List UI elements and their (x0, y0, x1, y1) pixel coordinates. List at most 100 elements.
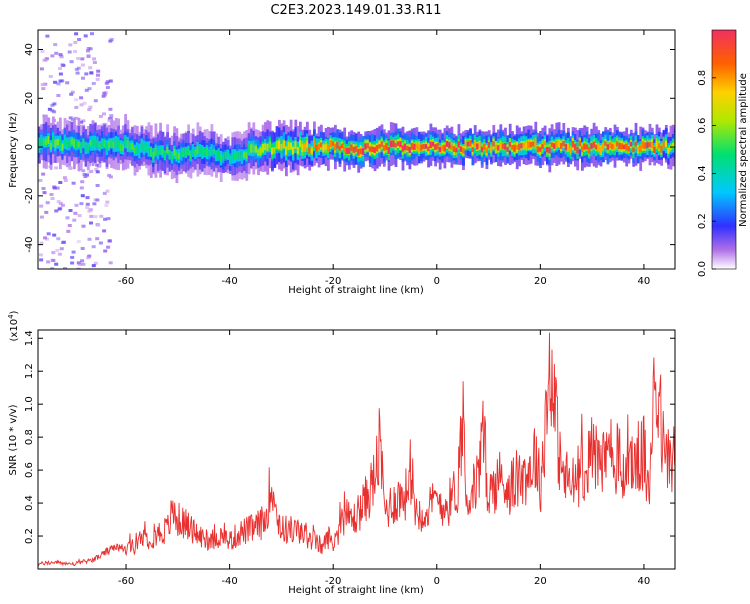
spectrogram-cell (560, 142, 563, 149)
spectrogram-noise-cell (76, 267, 81, 269)
spectrogram-noise-cell (41, 87, 46, 91)
spectrogram-cell (583, 143, 587, 150)
spectrogram-cell (89, 140, 93, 147)
spectrogram-cell (180, 151, 183, 157)
spectrogram-cell (336, 142, 340, 149)
spectrogram-cell (182, 148, 186, 157)
spectrogram-noise-cell (103, 217, 108, 221)
spectrogram-cell (189, 152, 193, 159)
spectrogram-noise-cell (48, 75, 53, 78)
spectrogram-cell (175, 152, 179, 160)
spectrogram-noise-cell (59, 55, 64, 59)
spectrogram-cell (292, 146, 295, 155)
spectrogram-noise-cell (79, 103, 84, 107)
spectrogram-noise-cell (74, 67, 79, 71)
spectrogram-cell (599, 146, 603, 154)
spectrogram-noise-cell (38, 179, 43, 182)
spectrogram-x-tick-label: 40 (638, 276, 651, 287)
spectrogram-y-tick-label: -40 (24, 236, 35, 252)
spectrogram-noise-cell (74, 203, 79, 207)
snr-y-tick-label: 0.6 (24, 462, 35, 478)
spectrogram-cell (107, 141, 111, 149)
spectrogram-noise-cell (108, 79, 113, 83)
spectrogram-cell (194, 149, 197, 157)
spectrogram-cell (541, 144, 545, 149)
spectrogram-noise-cell (92, 202, 97, 206)
spectrogram-cell (313, 140, 316, 148)
spectrogram-cell (546, 147, 549, 153)
spectrogram-cell (112, 141, 116, 148)
spectrogram-noise-cell (57, 252, 62, 256)
spectrogram-cell (301, 144, 305, 152)
spectrogram-cell (159, 146, 162, 155)
spectrogram-noise-cell (76, 240, 81, 243)
spectrogram-cell (629, 141, 633, 147)
spectrogram-cell (532, 141, 535, 147)
spectrogram-cell (609, 142, 612, 149)
spectrogram-cell (445, 140, 449, 147)
spectrogram-cell (450, 144, 454, 150)
spectrogram-cell (93, 139, 97, 147)
spectrogram-noise-cell (50, 103, 55, 107)
snr-y-tick-label: 1.0 (24, 396, 35, 412)
spectrogram-noise-cell (71, 250, 76, 254)
spectrogram-noise-cell (95, 170, 100, 174)
spectrogram-cell (79, 143, 83, 152)
spectrogram-cell (135, 145, 139, 154)
spectrogram-noise-cell (68, 167, 73, 170)
spectrogram-cell (145, 143, 148, 151)
spectrogram-cell (352, 146, 356, 153)
spectrogram-noise-cell (105, 86, 110, 89)
spectrogram-noise-cell (102, 112, 106, 116)
spectrogram-cell (268, 141, 272, 149)
spectrogram-cell (623, 144, 626, 149)
spectrogram-cell (334, 143, 337, 151)
spectrogram-cell (205, 148, 209, 157)
spectrogram-noise-cell (69, 60, 74, 64)
spectrogram-noise-cell (52, 186, 57, 190)
colorbar-tick-label: 0.6 (697, 118, 708, 134)
spectrogram-cell (473, 141, 477, 147)
spectrogram-cell (54, 139, 58, 148)
spectrogram-cell (483, 143, 486, 150)
snr-y-tick-label: 0.2 (24, 528, 35, 544)
spectrogram-cell (464, 141, 468, 147)
spectrogram-x-label: Height of straight line (km) (288, 285, 424, 296)
spectrogram-cell (664, 140, 668, 147)
spectrogram-cell (574, 143, 577, 151)
spectrogram-noise-cell (60, 203, 65, 207)
spectrogram-cell (59, 139, 62, 147)
spectrogram-cell (133, 147, 137, 154)
spectrogram-noise-cell (56, 237, 61, 241)
spectrogram-noise-cell (56, 200, 61, 204)
spectrogram-cell (163, 152, 167, 159)
spectrogram-cell (126, 140, 130, 149)
spectrogram-cell (357, 148, 361, 156)
snr-y-tick-label: 0.8 (24, 429, 35, 445)
spectrogram-cell (478, 142, 482, 149)
spectrogram-cell (310, 148, 314, 153)
spectrogram-x-ticks: -60 -40 -20 0 20 40 (118, 30, 650, 287)
spectrogram-cell (613, 143, 617, 150)
spectrogram-cell (457, 141, 461, 148)
spectrogram-cell (338, 146, 342, 151)
spectrogram-cell (401, 145, 405, 152)
spectrogram-noise-cell (87, 87, 92, 91)
spectrogram-cell (271, 147, 274, 155)
spectrogram-noise-cell (45, 34, 50, 38)
spectrogram-cell (240, 153, 244, 160)
spectrogram-cell (504, 143, 507, 150)
spectrogram-cell (259, 147, 263, 156)
spectrogram-cell (662, 140, 666, 147)
spectrogram-noise-cell (46, 232, 51, 236)
spectrogram-cell (627, 146, 631, 152)
spectrogram-noise-cell (58, 67, 62, 70)
spectrogram-cell (238, 152, 242, 159)
spectrogram-cell (303, 143, 307, 152)
spectrogram-cell (142, 144, 146, 151)
spectrogram-noise-cell (105, 80, 110, 84)
snr-x-tick-label: 40 (638, 576, 651, 587)
spectrogram-cell (161, 148, 165, 155)
spectrogram-cell (329, 140, 333, 148)
spectrogram-cell (343, 147, 347, 153)
